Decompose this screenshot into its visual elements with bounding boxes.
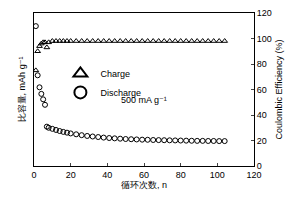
svg-text:40: 40 (257, 110, 267, 120)
svg-text:60: 60 (139, 170, 149, 180)
svg-text:Coulombic Efficiency (%): Coulombic Efficiency (%) (274, 40, 284, 140)
svg-text:比容量, mAh g⁻¹: 比容量, mAh g⁻¹ (17, 57, 27, 123)
svg-text:60: 60 (257, 85, 267, 95)
svg-text:0: 0 (31, 170, 36, 180)
svg-text:100: 100 (257, 34, 272, 44)
svg-text:120: 120 (246, 170, 261, 180)
svg-text:40: 40 (102, 170, 112, 180)
svg-text:Charge: Charge (100, 69, 130, 79)
svg-text:20: 20 (257, 136, 267, 146)
svg-text:120: 120 (257, 8, 272, 18)
svg-text:20: 20 (66, 170, 76, 180)
svg-text:100: 100 (210, 170, 225, 180)
svg-text:循环次数, n: 循环次数, n (121, 180, 167, 190)
svg-text:500 mA g⁻¹: 500 mA g⁻¹ (121, 95, 167, 105)
svg-text:Discharge: Discharge (100, 88, 141, 98)
svg-text:80: 80 (257, 59, 267, 69)
svg-text:0: 0 (257, 161, 262, 171)
svg-text:80: 80 (176, 170, 186, 180)
